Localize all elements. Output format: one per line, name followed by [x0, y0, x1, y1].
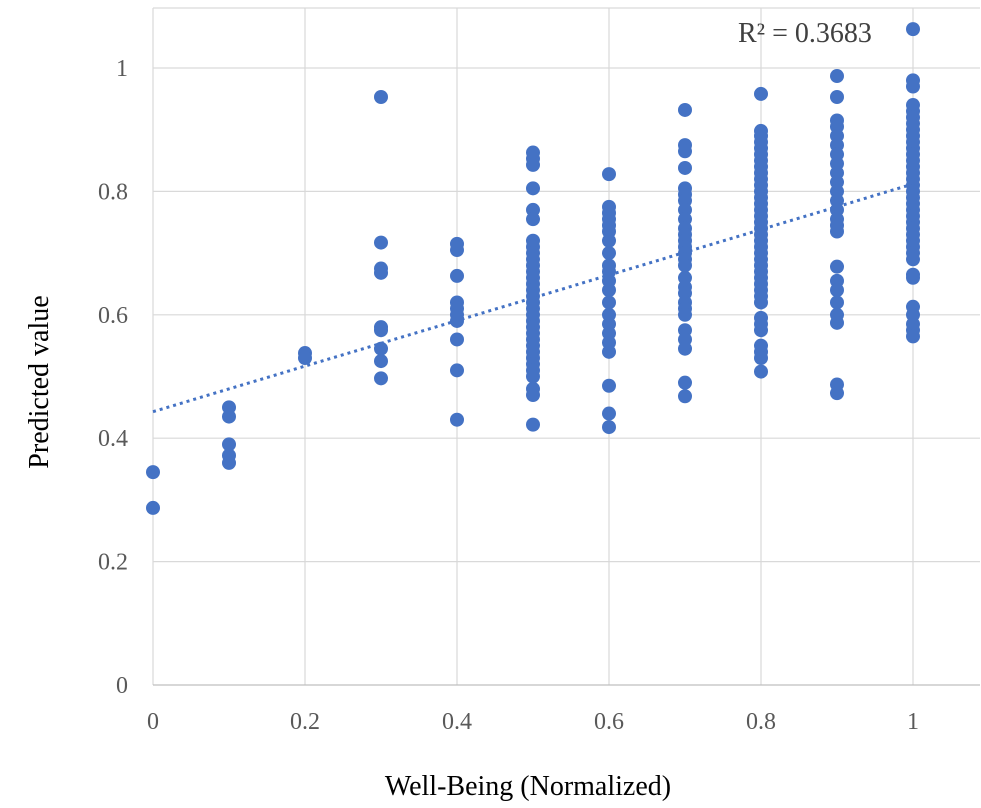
data-point	[830, 295, 844, 310]
y-tick-label: 0.8	[98, 179, 128, 205]
data-point	[678, 102, 692, 117]
data-point	[754, 86, 768, 101]
data-point	[678, 341, 692, 356]
data-point	[754, 364, 768, 379]
data-point	[830, 224, 844, 239]
y-tick-label: 0	[116, 673, 128, 699]
x-tick-label: 0.6	[594, 709, 624, 735]
data-point	[678, 307, 692, 322]
x-axis-title: Well-Being (Normalized)	[385, 771, 671, 802]
data-point	[526, 212, 540, 227]
y-tick-label: 0.4	[98, 426, 128, 452]
data-point	[678, 160, 692, 175]
y-axis-title: Predicted value	[24, 295, 55, 468]
data-point	[450, 332, 464, 347]
data-point	[602, 378, 616, 393]
data-point	[374, 323, 388, 338]
data-point	[754, 323, 768, 338]
data-points	[146, 22, 920, 515]
grid	[152, 7, 980, 685]
data-point	[374, 265, 388, 280]
data-point	[450, 268, 464, 283]
data-point	[678, 389, 692, 404]
data-point	[830, 283, 844, 298]
data-point	[450, 363, 464, 378]
data-point	[830, 69, 844, 84]
y-tick-label: 0.6	[98, 303, 128, 329]
data-point	[602, 295, 616, 310]
y-tick-labels: 0 0.2 0.4 0.6 0.8 1	[98, 56, 128, 699]
data-point	[146, 465, 160, 480]
data-point	[830, 89, 844, 104]
data-point	[450, 412, 464, 427]
data-point	[526, 157, 540, 172]
x-tick-label: 1	[907, 709, 919, 735]
data-point	[678, 144, 692, 159]
data-point	[754, 295, 768, 310]
data-point	[602, 420, 616, 435]
data-point	[906, 329, 920, 344]
data-point	[830, 386, 844, 401]
data-point	[526, 181, 540, 196]
x-tick-label: 0.2	[290, 709, 320, 735]
data-point	[602, 167, 616, 182]
r-squared-annotation: R² = 0.3683	[738, 18, 872, 49]
data-point	[374, 89, 388, 104]
data-point	[754, 350, 768, 365]
x-tick-label: 0	[147, 709, 159, 735]
data-point	[602, 246, 616, 261]
data-point	[678, 375, 692, 390]
data-point	[526, 369, 540, 384]
data-point	[298, 350, 312, 365]
data-point	[830, 259, 844, 274]
data-point	[222, 455, 236, 470]
y-tick-label: 0.2	[98, 550, 128, 576]
data-point	[222, 409, 236, 424]
data-point	[602, 233, 616, 248]
data-point	[602, 406, 616, 421]
data-point	[450, 313, 464, 328]
data-point	[374, 354, 388, 369]
x-tick-label: 0.8	[746, 709, 776, 735]
data-point	[906, 252, 920, 267]
data-point	[678, 258, 692, 273]
data-point	[222, 437, 236, 452]
data-point	[374, 341, 388, 356]
y-tick-label: 1	[116, 56, 128, 82]
data-point	[602, 283, 616, 298]
data-point	[906, 79, 920, 94]
data-point	[526, 417, 540, 432]
data-point	[374, 235, 388, 250]
data-point	[830, 315, 844, 330]
data-point	[602, 344, 616, 359]
data-point	[906, 270, 920, 285]
data-point	[374, 371, 388, 386]
x-tick-labels: 0 0.2 0.4 0.6 0.8 1	[147, 709, 919, 735]
data-point	[146, 500, 160, 515]
data-point	[526, 388, 540, 403]
x-tick-label: 0.4	[442, 709, 472, 735]
data-point	[450, 243, 464, 258]
data-point	[906, 22, 920, 37]
